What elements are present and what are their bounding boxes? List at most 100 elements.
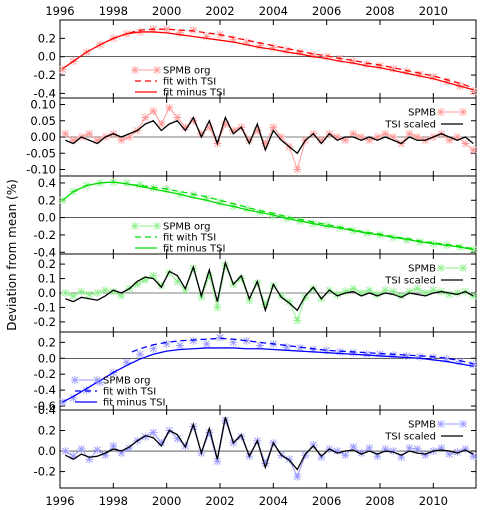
panel-frame xyxy=(59,175,477,255)
data-point xyxy=(389,351,398,360)
legend-marker xyxy=(93,376,101,384)
x-tick-label: 2002 xyxy=(205,4,234,18)
y-tick-label: -0.4 xyxy=(34,245,56,259)
legend-marker xyxy=(437,420,445,428)
data-point xyxy=(322,346,331,355)
data-point xyxy=(136,180,144,189)
series-spmb-org xyxy=(58,178,478,254)
data-point xyxy=(269,43,278,52)
legend-marker xyxy=(459,264,467,272)
data-point xyxy=(296,343,304,352)
x-tick-label: 2002 xyxy=(205,494,234,508)
data-point xyxy=(402,67,411,76)
y-tick-label: -0.05 xyxy=(26,146,56,160)
data-point xyxy=(242,336,251,345)
x-tick-label: 2008 xyxy=(365,4,394,18)
data-point xyxy=(442,77,451,86)
panel-frame xyxy=(59,409,477,489)
y-tick-label: -0.6 xyxy=(34,399,56,413)
x-tick-label: 1998 xyxy=(99,4,128,18)
y-tick-label: -0.2 xyxy=(34,465,56,479)
legend-label: SPMB org xyxy=(163,222,210,233)
data-point xyxy=(416,70,424,79)
data-point xyxy=(136,350,144,359)
data-point xyxy=(389,64,398,73)
y-tick-label: -0.10 xyxy=(26,163,56,177)
x-tick-label: 2010 xyxy=(419,4,448,18)
legend-label: fit with TSI xyxy=(103,387,156,398)
legend-label: TSI scaled xyxy=(384,432,436,443)
x-tick-label: 2000 xyxy=(152,4,181,18)
series-line-fit-minus-tsi xyxy=(62,31,474,91)
y-tick-label: -0.4 xyxy=(34,86,56,100)
legend-marker xyxy=(131,66,139,74)
panel-frame xyxy=(59,19,477,99)
data-point xyxy=(189,26,198,35)
data-point xyxy=(162,25,171,34)
legend-marker xyxy=(437,264,445,272)
data-point xyxy=(322,52,331,61)
data-point xyxy=(469,360,478,369)
data-point xyxy=(242,38,251,47)
data-point xyxy=(376,61,384,70)
data-point xyxy=(256,41,264,50)
data-point xyxy=(82,386,91,395)
data-point xyxy=(376,350,384,359)
x-tick-label: 1996 xyxy=(45,494,74,508)
series-line xyxy=(65,106,474,172)
series-line-fit-with-tsi xyxy=(131,184,474,250)
data-point xyxy=(61,289,70,297)
data-point xyxy=(402,351,411,360)
series-line-tsi-scaled xyxy=(65,416,474,471)
data-point xyxy=(96,378,104,387)
data-point xyxy=(442,355,451,364)
series-line-tsi-scaled xyxy=(65,115,474,155)
y-tick-label: 0.2 xyxy=(38,424,56,438)
legend-label: TSI scaled xyxy=(384,276,436,287)
data-point xyxy=(122,358,131,367)
x-tick-label: 2004 xyxy=(259,494,288,508)
data-point xyxy=(61,129,70,138)
x-tick-label: 2006 xyxy=(312,494,341,508)
data-point xyxy=(162,339,171,348)
data-point xyxy=(349,348,358,357)
y-tick-label: -0.2 xyxy=(34,68,56,82)
data-point xyxy=(309,50,318,59)
data-point xyxy=(149,184,158,193)
data-point xyxy=(322,221,331,230)
y-tick-label: -0.4 xyxy=(34,383,56,397)
data-point xyxy=(469,87,478,96)
y-tick-label: 0.0 xyxy=(38,50,56,64)
series-line-fit-with-tsi xyxy=(131,337,474,365)
series-line-tsi-scaled xyxy=(65,260,474,313)
y-tick-label: 0.2 xyxy=(38,193,56,207)
y-tick-label: 0.10 xyxy=(30,98,56,112)
legend-marker xyxy=(131,222,139,230)
y-tick-label: 0.2 xyxy=(38,257,56,271)
data-point xyxy=(362,350,371,359)
data-point xyxy=(229,338,238,347)
legend-marker xyxy=(71,376,79,384)
legend-label: SPMB org xyxy=(163,66,210,77)
data-point xyxy=(336,347,344,356)
data-point xyxy=(122,178,131,187)
legend-label: fit with TSI xyxy=(163,77,216,88)
data-point xyxy=(256,341,264,350)
legend-label: fit minus TSI xyxy=(103,398,165,409)
series-line-fit-with-tsi xyxy=(129,28,474,89)
data-point xyxy=(362,60,371,69)
x-tick-label: 1996 xyxy=(45,4,74,18)
data-point xyxy=(229,35,238,44)
y-tick-label: 0.1 xyxy=(38,272,56,286)
y-tick-label: 0.05 xyxy=(30,114,56,128)
data-point xyxy=(216,333,224,342)
data-point xyxy=(149,344,158,353)
